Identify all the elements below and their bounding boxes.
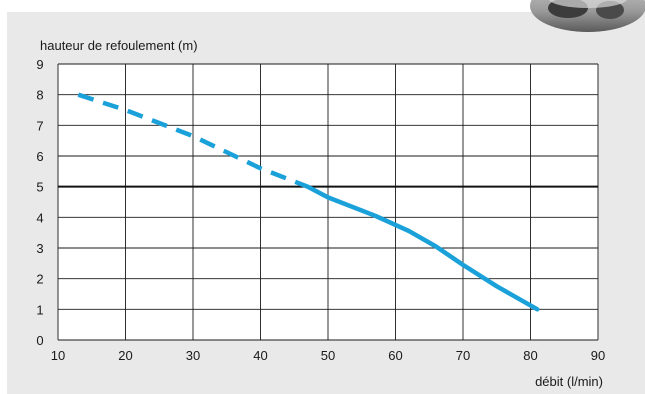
- x-tick-label: 70: [456, 348, 470, 363]
- y-tick-label: 2: [36, 272, 43, 287]
- y-tick-label: 5: [36, 180, 43, 195]
- x-axis-label: débit (l/min): [535, 374, 603, 389]
- y-tick-label: 8: [36, 88, 43, 103]
- y-tick-labels: 0 1 2 3 4 5 6 7 8 9: [36, 57, 43, 348]
- series-line-solid: [305, 184, 540, 312]
- x-tick-labels: 10 20 30 40 50 60 70 80 90: [51, 348, 605, 363]
- y-tick-label: 7: [36, 118, 43, 133]
- x-tick-label: 40: [253, 348, 267, 363]
- y-tick-label: 1: [36, 302, 43, 317]
- x-tick-label: 60: [388, 348, 402, 363]
- y-tick-label: 0: [36, 333, 43, 348]
- y-tick-label: 4: [36, 210, 43, 225]
- series-group: [77, 92, 540, 312]
- x-tick-label: 80: [523, 348, 537, 363]
- x-tick-label: 10: [51, 348, 65, 363]
- x-tick-label: 50: [321, 348, 335, 363]
- series-line-dashed: [77, 92, 309, 189]
- y-tick-label: 3: [36, 241, 43, 256]
- x-tick-label: 90: [591, 348, 605, 363]
- y-tick-label: 9: [36, 57, 43, 72]
- x-tick-label: 20: [118, 348, 132, 363]
- pump-photo-icon: [530, 0, 645, 32]
- x-tick-label: 30: [186, 348, 200, 363]
- y-tick-label: 6: [36, 149, 43, 164]
- y-axis-label: hauteur de refoulement (m): [40, 38, 198, 53]
